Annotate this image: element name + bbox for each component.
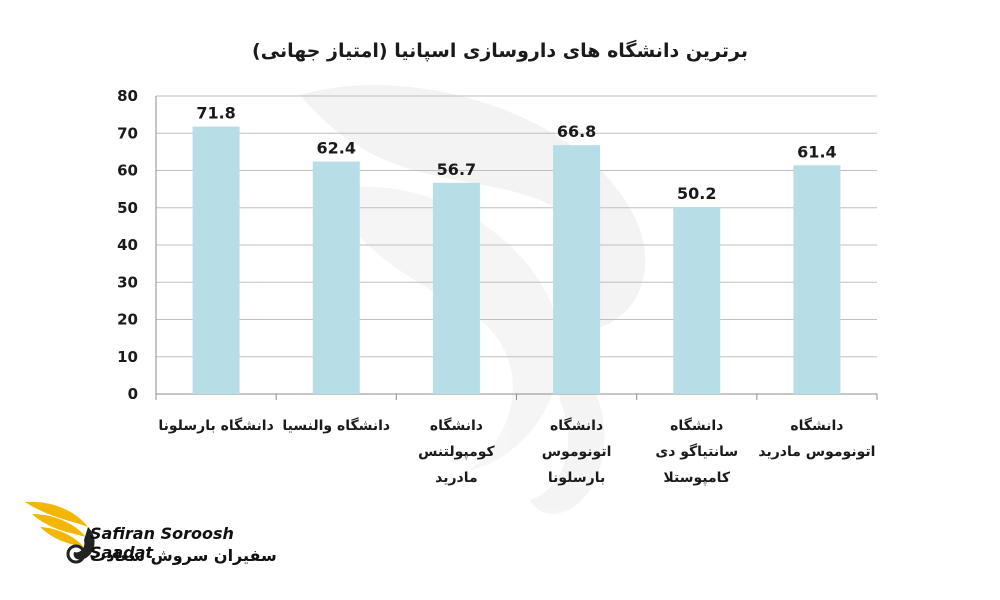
bars xyxy=(192,126,841,395)
category-label: سانتیاگو دی xyxy=(655,443,738,460)
category-label: دانشگاه والنسیا xyxy=(282,417,390,434)
data-labels: 71.8 62.4 56.7 66.8 50.2 61.4 xyxy=(196,104,836,203)
data-label: 56.7 xyxy=(437,160,476,179)
y-tick-label: 10 xyxy=(117,348,138,366)
data-label: 61.4 xyxy=(797,142,836,161)
category-labels: دانشگاه بارسلونا دانشگاه والنسیا دانشگاه کو… xyxy=(158,417,875,486)
y-tick-label: 70 xyxy=(117,124,138,142)
gridlines xyxy=(156,95,877,358)
category-label: اتونوموس xyxy=(542,444,612,460)
category-label: کومپولتنس xyxy=(418,444,495,460)
data-label: 66.8 xyxy=(557,122,596,141)
axes xyxy=(155,96,878,400)
chart-title: برترین دانشگاه های داروسازی اسپانیا (امت… xyxy=(252,40,748,62)
category-label: دانشگاه xyxy=(430,417,483,434)
category-label: دانشگاه xyxy=(670,417,723,434)
bar xyxy=(793,165,841,394)
y-tick-label: 60 xyxy=(117,162,138,180)
brand-name-en: Safiran Soroosh Saadat xyxy=(90,524,234,562)
y-tick-label: 50 xyxy=(117,199,138,217)
category-label: دانشگاه xyxy=(550,417,603,434)
y-tick-label: 30 xyxy=(117,273,138,291)
wing-logo-icon xyxy=(25,501,95,564)
bar xyxy=(312,161,360,394)
brand-name-fa: سفیران سروش سعادت xyxy=(90,546,277,565)
brand-logo: Safiran Soroosh Saadat سفیران سروش سعادت xyxy=(20,492,290,572)
y-tick-label: 20 xyxy=(117,311,138,329)
bar xyxy=(192,126,240,395)
category-label: دانشگاه xyxy=(790,417,843,434)
category-label: کامپوستلا xyxy=(663,470,731,486)
y-tick-label: 0 xyxy=(128,385,138,403)
y-tick-label: 80 xyxy=(117,87,138,105)
data-label: 50.2 xyxy=(677,184,716,203)
category-label: بارسلونا xyxy=(548,470,605,486)
category-label: دانشگاه بارسلونا xyxy=(158,417,273,434)
y-tick-labels: 0 10 20 30 40 50 60 70 80 xyxy=(117,87,138,403)
y-tick-label: 40 xyxy=(117,236,138,254)
data-label: 71.8 xyxy=(196,104,235,123)
category-label: مادرید xyxy=(435,470,478,486)
category-label: اتونوموس مادرید xyxy=(758,444,875,460)
bar xyxy=(553,145,601,394)
data-label: 62.4 xyxy=(317,139,356,158)
bar xyxy=(432,182,480,394)
bar xyxy=(673,207,721,394)
